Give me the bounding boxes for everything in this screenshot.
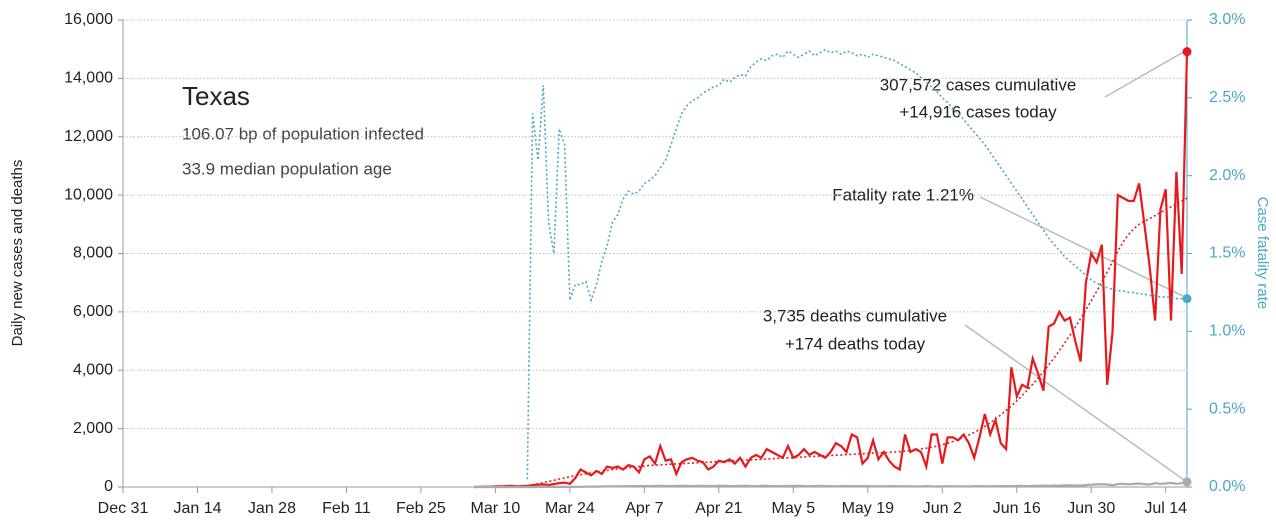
x-tick-label: Jan 28: [248, 500, 296, 517]
annotation: 3,735 deaths cumulative: [763, 306, 947, 325]
x-tick-label: Feb 11: [322, 500, 371, 517]
y2-tick-label: 2.0%: [1209, 167, 1245, 184]
y-tick-label: 14,000: [64, 70, 113, 87]
end-dot: [1182, 477, 1192, 487]
subtitle: 106.07 bp of population infected: [182, 124, 424, 143]
annotation: Fatality rate 1.21%: [832, 185, 974, 204]
x-tick-label: Jul 14: [1144, 500, 1187, 517]
y-tick-label: 4,000: [73, 361, 113, 378]
end-dot: [1182, 47, 1192, 57]
leader-line: [964, 324, 1188, 483]
y-tick-label: 16,000: [64, 11, 113, 28]
series-line: [526, 48, 1187, 480]
leader-line: [979, 196, 1188, 299]
y-tick-label: 12,000: [64, 128, 113, 145]
series-line: [474, 480, 1188, 489]
series-line: [474, 51, 1189, 489]
y2-tick-label: 0.0%: [1209, 478, 1245, 495]
x-tick-label: Jun 16: [993, 500, 1041, 517]
y2-tick-label: 3.0%: [1209, 11, 1245, 28]
y-axis-label: Daily new cases and deaths: [9, 160, 26, 347]
y-tick-label: 6,000: [73, 303, 113, 320]
x-tick-label: Jun 2: [923, 500, 962, 517]
y-tick-label: 8,000: [73, 245, 113, 262]
leader-line: [1104, 49, 1188, 98]
y2-tick-label: 1.0%: [1209, 323, 1245, 340]
subtitle: 33.9 median population age: [182, 159, 392, 178]
annotation: +14,916 cases today: [899, 102, 1057, 121]
x-tick-label: Apr 21: [695, 500, 742, 517]
y2-tick-label: 0.5%: [1209, 400, 1245, 417]
y-tick-label: 2,000: [73, 420, 113, 437]
x-tick-label: Apr 7: [625, 500, 663, 517]
x-tick-label: Feb 25: [396, 500, 446, 517]
y2-tick-label: 2.5%: [1209, 89, 1245, 106]
x-tick-label: Mar 24: [545, 500, 595, 517]
chart-title: Texas: [182, 81, 250, 111]
annotation: +174 deaths today: [785, 334, 926, 353]
end-dot: [1182, 294, 1192, 304]
x-tick-label: Jun 30: [1067, 500, 1115, 517]
x-tick-label: May 19: [842, 500, 895, 517]
x-tick-label: Mar 10: [471, 500, 521, 517]
annotation: 307,572 cases cumulative: [880, 75, 1077, 94]
y-tick-label: 0: [104, 478, 113, 495]
y2-axis-label: Case fatality rate: [1254, 197, 1271, 310]
x-tick-label: Dec 31: [98, 500, 149, 517]
x-tick-label: May 5: [772, 500, 816, 517]
y-tick-label: 10,000: [64, 186, 113, 203]
x-tick-label: Jan 14: [173, 500, 221, 517]
y2-tick-label: 1.5%: [1209, 245, 1245, 262]
